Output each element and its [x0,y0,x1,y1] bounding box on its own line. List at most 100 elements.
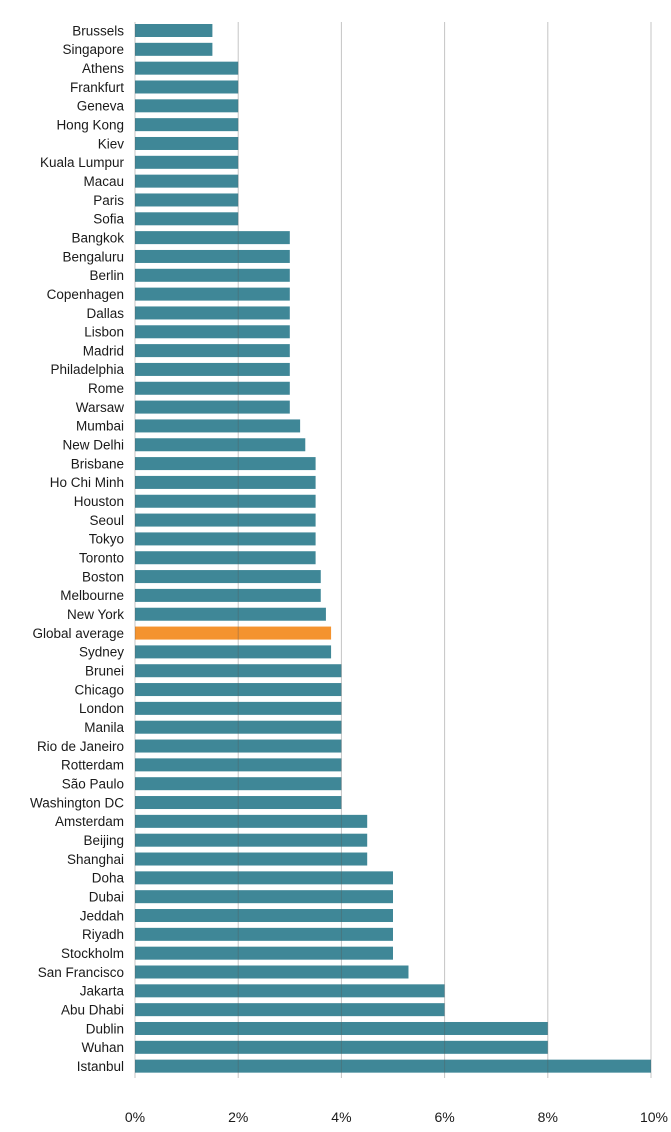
bar-toronto [135,551,316,565]
bar-kiev [135,136,239,150]
category-label-wuhan: Wuhan [81,1040,124,1055]
category-label-macau: Macau [83,174,124,189]
gridlines [134,22,652,1078]
bar-frankfurt [135,80,239,94]
bar-bengaluru [135,249,290,263]
category-label-copenhagen: Copenhagen [47,287,124,302]
x-tick-label-10pct: 10% [640,1109,668,1125]
bar-kuala-lumpur [135,155,239,169]
bar-brussels [135,24,213,37]
bar-sydney [135,645,332,659]
category-label-san-francisco: San Francisco [38,965,124,980]
category-label-stockholm: Stockholm [61,946,124,961]
category-label-sydney: Sydney [79,645,124,660]
x-tick-label-0pct: 0% [125,1109,145,1125]
bar-stockholm [135,946,393,960]
category-label-dallas: Dallas [86,306,124,321]
category-label-singapore: Singapore [62,42,124,57]
bar-washington-dc [135,796,342,810]
category-label-chicago: Chicago [74,682,124,697]
category-label-london: London [79,701,124,716]
category-labels: Brussels Singapore Athens Frankfurt Geneva Ho… [30,23,125,1074]
category-label-rio-de-janeiro: Rio de Janeiro [37,739,124,754]
category-label-toronto: Toronto [79,551,124,566]
bar-ho-chi-minh [135,475,316,489]
x-tick-label-4pct: 4% [331,1109,351,1125]
bar-san-francisco [135,965,409,979]
category-label-doha: Doha [92,871,125,886]
bar-athens [135,61,239,75]
category-label-frankfurt: Frankfurt [70,80,124,95]
x-tick-label-2pct: 2% [228,1109,248,1125]
bar-rotterdam [135,758,342,772]
category-label-istanbul: Istanbul [77,1059,124,1074]
bar-philadelphia [135,362,290,376]
bar-dubai [135,890,393,904]
bar-sao-paulo [135,777,342,791]
bar-new-york [135,607,326,621]
category-label-sao-paulo: São Paulo [62,777,124,792]
bar-rome [135,381,290,395]
category-label-global-average: Global average [32,626,124,641]
bar-brisbane [135,457,316,471]
category-label-new-york: New York [67,607,124,622]
category-label-seoul: Seoul [89,513,124,528]
category-label-jakarta: Jakarta [80,984,125,999]
bar-dallas [135,306,290,320]
category-label-brunei: Brunei [85,664,124,679]
category-label-brisbane: Brisbane [71,456,124,471]
bar-boston [135,570,321,584]
category-label-jeddah: Jeddah [80,908,124,923]
category-label-berlin: Berlin [89,268,124,283]
bar-abu-dhabi [135,1003,445,1017]
bar-melbourne [135,588,321,602]
category-label-rome: Rome [88,381,124,396]
category-label-bengaluru: Bengaluru [62,249,124,264]
category-label-manila: Manila [84,720,124,735]
bar-dublin [135,1021,548,1035]
x-tick-label-8pct: 8% [538,1109,558,1125]
bar-sofia [135,212,239,226]
category-label-hong-kong: Hong Kong [56,117,124,132]
category-label-madrid: Madrid [83,343,124,358]
category-label-athens: Athens [82,61,124,76]
category-label-tokyo: Tokyo [89,532,124,547]
x-tick-label-6pct: 6% [434,1109,454,1125]
category-label-ho-chi-minh: Ho Chi Minh [50,475,124,490]
bar-tokyo [135,532,316,546]
category-label-philadelphia: Philadelphia [50,362,124,377]
bar-wuhan [135,1040,548,1054]
category-label-amsterdam: Amsterdam [55,814,124,829]
bar-singapore [135,42,213,56]
bar-bangkok [135,231,290,245]
bar-mumbai [135,419,301,433]
bar-beijing [135,833,368,847]
category-label-dubai: Dubai [89,889,124,904]
bar-brunei [135,664,342,678]
bar-lisbon [135,325,290,339]
bars [135,24,651,1073]
bar-copenhagen [135,287,290,301]
category-label-shanghai: Shanghai [67,852,124,867]
bar-warsaw [135,400,290,414]
bar-london [135,701,342,715]
bar-hong-kong [135,118,239,132]
category-label-new-delhi: New Delhi [62,438,124,453]
bar-houston [135,494,316,508]
category-label-sofia: Sofia [93,212,124,227]
category-label-beijing: Beijing [83,833,124,848]
category-label-bangkok: Bangkok [71,230,124,245]
category-label-paris: Paris [93,193,124,208]
category-label-dublin: Dublin [86,1021,124,1036]
bar-new-delhi [135,438,306,452]
bar-jakarta [135,984,445,998]
category-label-geneva: Geneva [77,99,125,114]
bar-macau [135,174,239,188]
bar-berlin [135,268,290,282]
bar-seoul [135,513,316,527]
bar-riyadh [135,927,393,941]
category-label-washington-dc: Washington DC [30,795,124,810]
category-label-abu-dhabi: Abu Dhabi [61,1002,124,1017]
category-label-riyadh: Riyadh [82,927,124,942]
